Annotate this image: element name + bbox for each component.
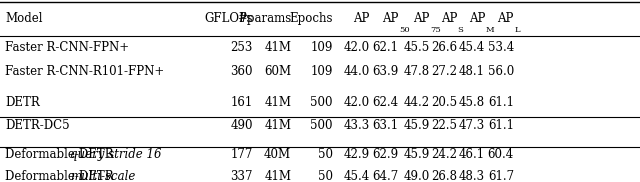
Text: 45.5: 45.5	[403, 41, 429, 54]
Text: 53.4: 53.4	[488, 41, 514, 54]
Text: 253: 253	[230, 41, 253, 54]
Text: query stride 16: query stride 16	[70, 148, 162, 161]
Text: 62.9: 62.9	[372, 148, 399, 161]
Text: 63.9: 63.9	[372, 65, 399, 78]
Text: 50: 50	[399, 26, 410, 34]
Text: 500: 500	[310, 119, 333, 132]
Text: AP: AP	[413, 12, 429, 25]
Text: 60.4: 60.4	[488, 148, 514, 161]
Text: 26.8: 26.8	[431, 170, 457, 182]
Text: 42.0: 42.0	[344, 96, 370, 108]
Text: 64.7: 64.7	[372, 170, 399, 182]
Text: Deformable-DETR: Deformable-DETR	[5, 148, 118, 161]
Text: 56.0: 56.0	[488, 65, 514, 78]
Text: 61.7: 61.7	[488, 170, 514, 182]
Text: 61.1: 61.1	[488, 119, 514, 132]
Text: 62.1: 62.1	[372, 41, 399, 54]
Text: 44.0: 44.0	[344, 65, 370, 78]
Text: 63.1: 63.1	[372, 119, 399, 132]
Text: S: S	[458, 26, 463, 34]
Text: 26.6: 26.6	[431, 41, 457, 54]
Text: 161: 161	[230, 96, 253, 108]
Text: Epochs: Epochs	[289, 12, 333, 25]
Text: 42.9: 42.9	[344, 148, 370, 161]
Text: 45.4: 45.4	[344, 170, 370, 182]
Text: 47.3: 47.3	[459, 119, 485, 132]
Text: Deformable-DETR: Deformable-DETR	[5, 170, 118, 182]
Text: 48.1: 48.1	[459, 65, 485, 78]
Text: 47.8: 47.8	[403, 65, 429, 78]
Text: 50: 50	[318, 148, 333, 161]
Text: AP: AP	[468, 12, 485, 25]
Text: 22.5: 22.5	[431, 119, 457, 132]
Text: 41M: 41M	[264, 170, 291, 182]
Text: 48.3: 48.3	[459, 170, 485, 182]
Text: 49.0: 49.0	[403, 170, 429, 182]
Text: AP: AP	[353, 12, 370, 25]
Text: 62.4: 62.4	[372, 96, 399, 108]
Text: 75: 75	[430, 26, 441, 34]
Text: 45.8: 45.8	[459, 96, 485, 108]
Text: Faster R-CNN-FPN+: Faster R-CNN-FPN+	[5, 41, 129, 54]
Text: 177: 177	[230, 148, 253, 161]
Text: 60M: 60M	[264, 65, 291, 78]
Text: GFLOPs: GFLOPs	[204, 12, 253, 25]
Text: DETR-DC5: DETR-DC5	[5, 119, 70, 132]
Text: L: L	[515, 26, 520, 34]
Text: 45.9: 45.9	[403, 148, 429, 161]
Text: 24.2: 24.2	[431, 148, 457, 161]
Text: Faster R-CNN-R101-FPN+: Faster R-CNN-R101-FPN+	[5, 65, 164, 78]
Text: 43.3: 43.3	[344, 119, 370, 132]
Text: 61.1: 61.1	[488, 96, 514, 108]
Text: 490: 490	[230, 119, 253, 132]
Text: 46.1: 46.1	[459, 148, 485, 161]
Text: M: M	[486, 26, 494, 34]
Text: 27.2: 27.2	[431, 65, 457, 78]
Text: 109: 109	[310, 41, 333, 54]
Text: 109: 109	[310, 65, 333, 78]
Text: 44.2: 44.2	[403, 96, 429, 108]
Text: AP: AP	[440, 12, 457, 25]
Text: 50: 50	[318, 170, 333, 182]
Text: 42.0: 42.0	[344, 41, 370, 54]
Text: Model: Model	[5, 12, 43, 25]
Text: 41M: 41M	[264, 41, 291, 54]
Text: 500: 500	[310, 96, 333, 108]
Text: 20.5: 20.5	[431, 96, 457, 108]
Text: AP: AP	[382, 12, 399, 25]
Text: AP: AP	[497, 12, 514, 25]
Text: 41M: 41M	[264, 96, 291, 108]
Text: #params: #params	[237, 12, 291, 25]
Text: 41M: 41M	[264, 119, 291, 132]
Text: 45.4: 45.4	[459, 41, 485, 54]
Text: 337: 337	[230, 170, 253, 182]
Text: 40M: 40M	[264, 148, 291, 161]
Text: DETR: DETR	[5, 96, 40, 108]
Text: multi-scale: multi-scale	[70, 170, 136, 182]
Text: 45.9: 45.9	[403, 119, 429, 132]
Text: 360: 360	[230, 65, 253, 78]
